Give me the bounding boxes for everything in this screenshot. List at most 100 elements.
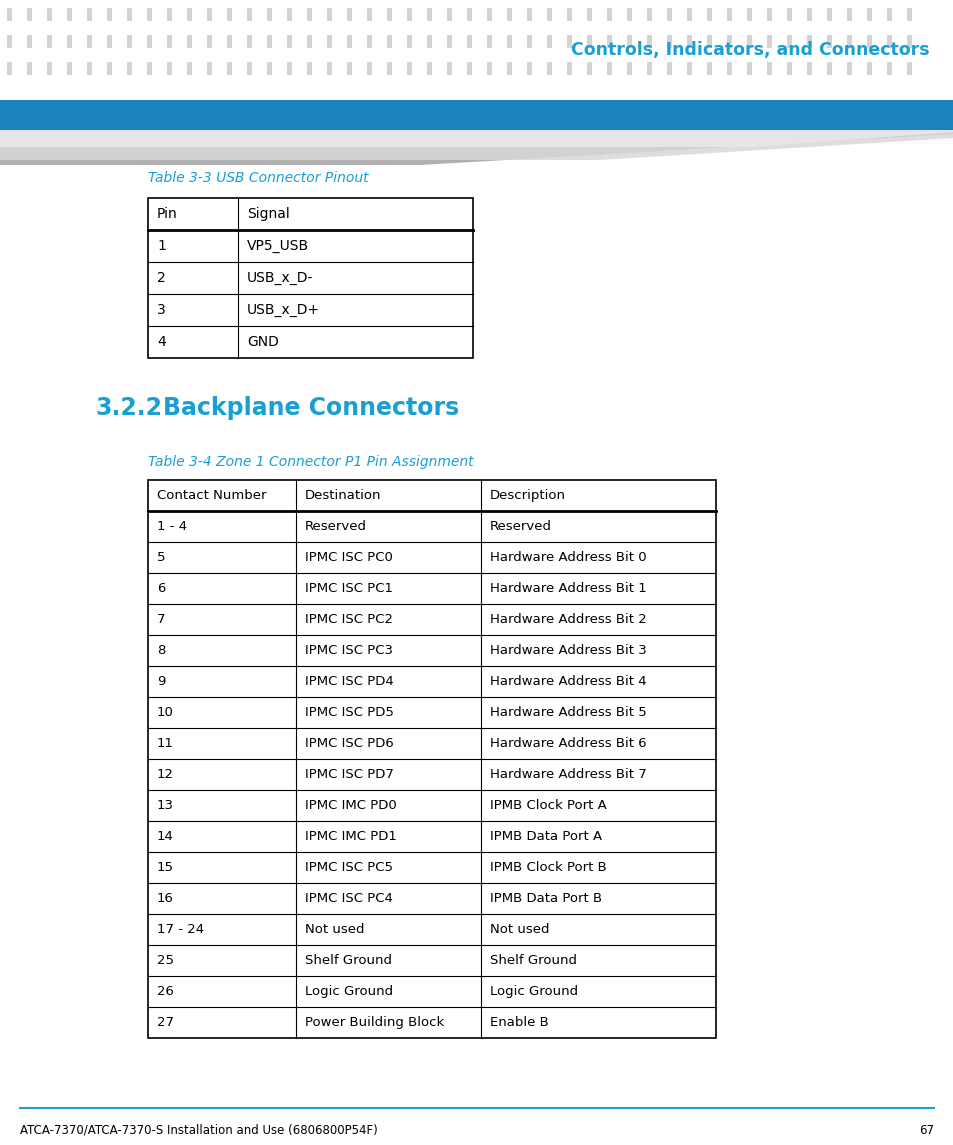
Bar — [427, 62, 432, 76]
Bar — [507, 8, 512, 21]
Bar — [467, 62, 472, 76]
Bar — [208, 35, 213, 48]
Bar — [407, 62, 412, 76]
Text: 8: 8 — [157, 643, 165, 657]
Bar — [108, 62, 112, 76]
Text: 9: 9 — [157, 676, 165, 688]
Bar — [88, 8, 92, 21]
Bar — [826, 62, 832, 76]
Bar — [327, 35, 333, 48]
Text: IPMC ISC PC4: IPMC ISC PC4 — [305, 892, 393, 905]
Bar — [667, 62, 672, 76]
Bar — [846, 35, 852, 48]
Bar — [327, 62, 333, 76]
Bar — [727, 62, 732, 76]
Bar — [387, 8, 392, 21]
Text: 1 - 4: 1 - 4 — [157, 520, 187, 534]
Bar — [866, 8, 872, 21]
Text: Hardware Address Bit 7: Hardware Address Bit 7 — [490, 768, 646, 781]
Bar — [188, 62, 193, 76]
Bar — [8, 35, 12, 48]
Bar — [527, 8, 532, 21]
Bar — [607, 35, 612, 48]
Bar — [168, 8, 172, 21]
Text: 7: 7 — [157, 613, 165, 626]
Bar — [367, 62, 372, 76]
Bar — [826, 8, 832, 21]
Bar — [487, 62, 492, 76]
Bar — [527, 62, 532, 76]
Bar — [307, 35, 313, 48]
Bar — [647, 62, 652, 76]
Text: IPMB Data Port A: IPMB Data Port A — [490, 830, 601, 843]
Bar — [267, 35, 273, 48]
Text: IPMC ISC PD4: IPMC ISC PD4 — [305, 676, 394, 688]
Bar — [707, 35, 712, 48]
Text: IPMB Clock Port B: IPMB Clock Port B — [490, 861, 606, 874]
Text: Hardware Address Bit 4: Hardware Address Bit 4 — [490, 676, 646, 688]
Text: Shelf Ground: Shelf Ground — [490, 954, 577, 968]
Text: Not used: Not used — [490, 923, 549, 935]
Bar — [387, 62, 392, 76]
Bar — [68, 62, 72, 76]
Bar — [806, 62, 812, 76]
Bar — [607, 8, 612, 21]
Bar — [0, 100, 953, 131]
Bar — [786, 62, 792, 76]
Bar — [148, 198, 473, 358]
Text: IPMC ISC PD6: IPMC ISC PD6 — [305, 737, 394, 750]
Text: 13: 13 — [157, 799, 173, 812]
Bar — [707, 62, 712, 76]
Bar — [547, 62, 552, 76]
Bar — [307, 8, 313, 21]
Text: Reserved: Reserved — [490, 520, 552, 534]
Bar — [687, 62, 692, 76]
Bar — [727, 8, 732, 21]
Text: Contact Number: Contact Number — [157, 489, 266, 502]
Bar — [287, 8, 293, 21]
Text: Logic Ground: Logic Ground — [490, 985, 578, 998]
Bar — [587, 8, 592, 21]
Bar — [846, 62, 852, 76]
Bar — [28, 62, 32, 76]
Bar — [447, 35, 452, 48]
Text: USB_x_D-: USB_x_D- — [247, 271, 313, 285]
Bar — [886, 35, 892, 48]
Text: Reserved: Reserved — [305, 520, 367, 534]
Text: Signal: Signal — [247, 207, 290, 221]
Bar — [407, 8, 412, 21]
Text: IPMB Clock Port A: IPMB Clock Port A — [490, 799, 606, 812]
Text: Controls, Indicators, and Connectors: Controls, Indicators, and Connectors — [571, 41, 929, 60]
Text: Description: Description — [490, 489, 565, 502]
Bar — [527, 35, 532, 48]
Text: 5: 5 — [157, 551, 165, 564]
Text: Hardware Address Bit 0: Hardware Address Bit 0 — [490, 551, 646, 564]
Bar — [487, 8, 492, 21]
Text: 67: 67 — [918, 1123, 933, 1137]
Text: IPMB Data Port B: IPMB Data Port B — [490, 892, 601, 905]
Text: Pin: Pin — [157, 207, 177, 221]
Bar — [327, 8, 333, 21]
Text: Hardware Address Bit 5: Hardware Address Bit 5 — [490, 706, 646, 719]
Bar — [886, 62, 892, 76]
Bar — [866, 62, 872, 76]
Text: Table 3-4 Zone 1 Connector P1 Pin Assignment: Table 3-4 Zone 1 Connector P1 Pin Assign… — [148, 455, 473, 469]
Bar — [48, 8, 52, 21]
Bar — [247, 8, 253, 21]
Bar — [906, 35, 911, 48]
Bar — [287, 62, 293, 76]
Bar — [627, 8, 632, 21]
Bar — [747, 8, 752, 21]
Text: ATCA-7370/ATCA-7370-S Installation and Use (6806800P54F): ATCA-7370/ATCA-7370-S Installation and U… — [20, 1123, 377, 1137]
Bar — [148, 35, 152, 48]
Text: 3.2.2: 3.2.2 — [95, 396, 162, 420]
Text: Hardware Address Bit 2: Hardware Address Bit 2 — [490, 613, 646, 626]
Text: Destination: Destination — [305, 489, 381, 502]
Bar — [487, 35, 492, 48]
Bar — [208, 62, 213, 76]
Bar — [227, 8, 233, 21]
Text: IPMC ISC PD5: IPMC ISC PD5 — [305, 706, 394, 719]
Bar — [687, 35, 692, 48]
Bar — [8, 8, 12, 21]
Bar — [128, 35, 132, 48]
